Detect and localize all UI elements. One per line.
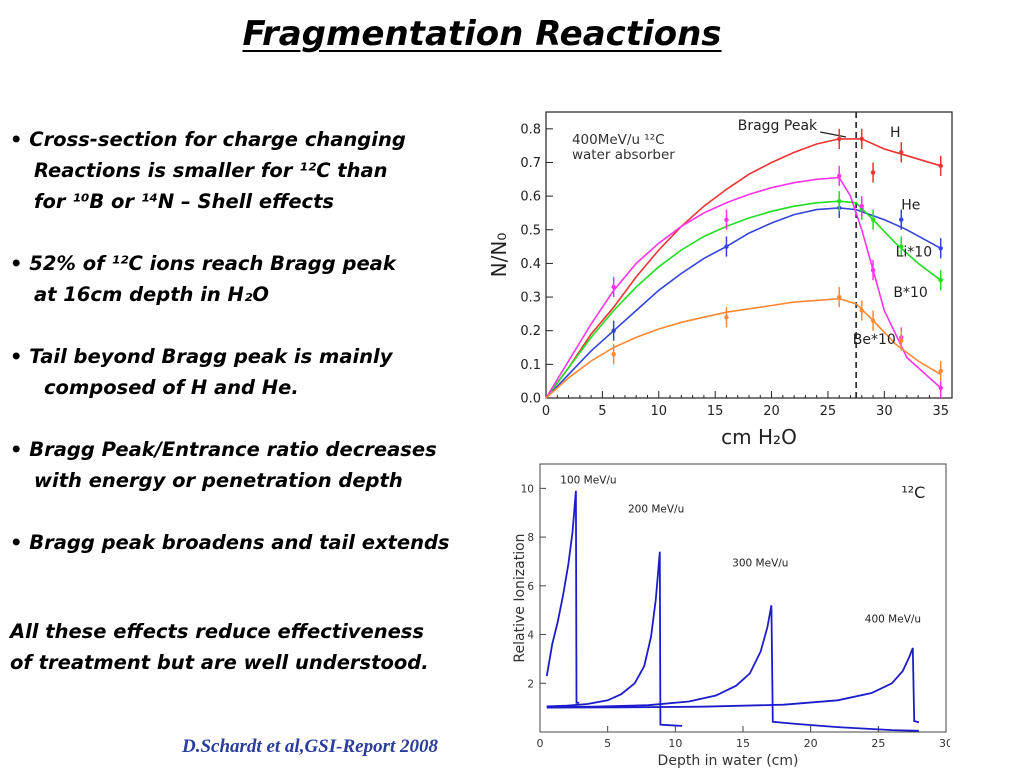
bullet-list: • Cross-section for charge changing Reac… (10, 124, 520, 558)
x-tick-label: 15 (736, 737, 750, 750)
series-label: H (890, 125, 901, 141)
summary-text: All these effects reduce effectiveness o… (10, 616, 429, 678)
summary-line: All these effects reduce effectiveness (10, 620, 425, 643)
x-tick-label: 10 (651, 404, 668, 419)
bullet-line: composed of H and He. (44, 376, 299, 399)
x-tick-label: 20 (763, 404, 780, 419)
x-tick-label: 0 (542, 404, 550, 419)
series-label: He (901, 198, 920, 214)
x-tick-label: 10 (668, 737, 682, 750)
bullet-item: • 52% of ¹²C ions reach Bragg peak (10, 252, 396, 275)
chart-annotation: water absorber (572, 147, 675, 163)
series-label: Li*10 (896, 245, 933, 261)
data-point (837, 294, 842, 300)
ionization-curve (546, 551, 683, 727)
data-point (870, 267, 876, 273)
y-tick-label: 0.3 (520, 291, 541, 306)
data-point (899, 244, 904, 249)
x-tick-label: 25 (820, 404, 837, 419)
bullet-line: for ¹⁰B or ¹⁴N – Shell effects (34, 190, 335, 213)
y-tick-label: 0.0 (520, 392, 541, 407)
data-point (938, 278, 943, 283)
x-axis-label: cm H₂O (721, 425, 797, 449)
bragg-peak-label: Bragg Peak (738, 118, 818, 134)
summary-line: of treatment but are well understood. (10, 651, 429, 674)
data-point (837, 198, 842, 204)
slide-title: Fragmentation Reactions (242, 14, 722, 54)
data-point (899, 150, 904, 155)
data-point (938, 163, 943, 169)
data-point (870, 170, 876, 175)
data-point (859, 308, 864, 313)
y-tick-label: 4 (527, 630, 534, 642)
y-tick-label: 0.2 (520, 324, 541, 339)
x-tick-label: 5 (604, 737, 611, 750)
data-point (611, 284, 616, 290)
series-line-h (545, 138, 941, 399)
data-point (724, 315, 729, 320)
x-tick-label: 5 (598, 404, 606, 419)
ionization-curve (546, 647, 920, 724)
energy-label: 200 MeV/u (628, 504, 684, 516)
x-tick-label: 15 (707, 404, 724, 419)
y-tick-label: 8 (527, 532, 534, 544)
citation: D.Schardt et al,GSI-Report 2008 (182, 736, 438, 757)
x-tick-label: 30 (939, 737, 950, 750)
energy-label: 300 MeV/u (732, 557, 788, 569)
data-point (837, 173, 842, 179)
data-point (859, 136, 864, 142)
y-axis-label: N/N₀ (487, 233, 511, 278)
data-point (938, 385, 943, 391)
bullet-line: at 16cm depth in H₂O (34, 283, 269, 306)
ion-annotation: ¹²C (901, 483, 925, 502)
data-point (611, 328, 616, 333)
x-tick-label: 35 (932, 404, 949, 419)
y-tick-label: 6 (527, 581, 534, 593)
ionization-depth-chart: 0 5 10 15 20 25 30 2 4 6 8 10 Depth in water (cm) Rel… (512, 463, 950, 768)
data-point (938, 368, 943, 374)
data-point (899, 338, 904, 343)
bullet-item: • Bragg peak broadens and tail extends (10, 531, 450, 554)
bullet-item: • Tail beyond Bragg peak is mainly (10, 345, 393, 368)
bullet-line: Reactions is smaller for ¹²C than (34, 159, 388, 182)
y-tick-label: 0.5 (520, 223, 541, 238)
energy-label: 100 MeV/u (560, 474, 616, 486)
fragment-yield-chart: 0 5 10 15 20 25 30 35 0.0 0.1 0.2 0.3 0.4 0.5 0.6 0.7 0.… (487, 111, 953, 449)
ionization-curve (546, 605, 919, 732)
data-point (837, 136, 842, 142)
chart-annotation: 400MeV/u ¹²C (572, 132, 665, 148)
series-label: B*10 (893, 285, 927, 301)
y-tick-label: 2 (527, 678, 534, 690)
y-tick-label: 0.8 (520, 122, 541, 137)
x-axis-label: Depth in water (cm) (658, 753, 799, 768)
bullet-item: • Bragg Peak/Entrance ratio decreases (10, 438, 437, 461)
data-point (611, 352, 616, 357)
series-label: Be*10 (853, 332, 896, 348)
data-point (870, 318, 876, 323)
plot-frame (539, 463, 947, 733)
series-line-bex10 (545, 297, 942, 399)
bullet-line: with energy or penetration depth (34, 469, 403, 492)
data-point (724, 217, 729, 222)
y-tick-label: 0.4 (520, 257, 541, 272)
y-axis-label: Relative Ionization (512, 533, 528, 662)
ionization-curve (545, 490, 580, 704)
bragg-arrow (819, 131, 847, 138)
data-point (938, 246, 943, 251)
y-tick-label: 10 (521, 483, 534, 495)
energy-label: 400 MeV/u (865, 613, 921, 625)
data-point (724, 244, 729, 249)
x-tick-label: 30 (876, 404, 893, 419)
x-tick-label: 20 (804, 737, 818, 750)
x-tick-label: 25 (871, 737, 885, 750)
y-tick-label: 0.1 (520, 358, 541, 373)
data-point (870, 217, 876, 222)
data-point (899, 217, 904, 222)
series-line-bx10 (545, 176, 942, 399)
bullet-item: • Cross-section for charge changing (10, 128, 406, 151)
y-tick-label: 0.6 (520, 190, 541, 205)
y-tick-label: 0.7 (520, 156, 541, 171)
x-tick-label: 0 (537, 737, 544, 750)
data-point (859, 204, 864, 209)
